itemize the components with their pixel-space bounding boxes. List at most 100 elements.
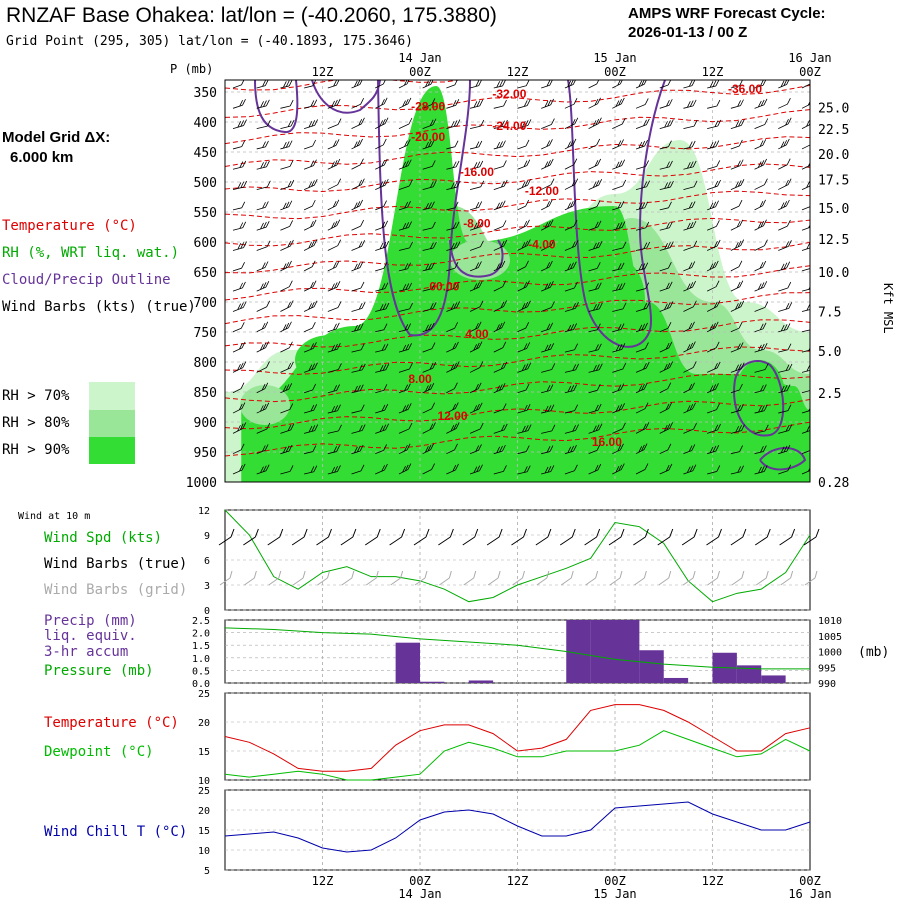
wind-barb — [256, 201, 269, 211]
wind-barb — [351, 343, 365, 353]
wind-barb — [730, 322, 743, 333]
wind-barb — [612, 443, 624, 455]
precip-bar — [395, 642, 420, 683]
wind-barb — [280, 361, 294, 373]
wind-barb — [730, 260, 743, 272]
wind-barb — [564, 240, 579, 251]
wind-barb — [517, 119, 532, 130]
legend-wind-barbs: Wind Barbs (kts) (true) — [2, 299, 196, 315]
wind-barb — [778, 261, 791, 272]
wind-barb — [683, 201, 696, 211]
wind-barb — [469, 201, 483, 211]
wind-barb — [256, 444, 269, 455]
wind-barb — [588, 97, 601, 109]
wind-barb — [635, 463, 649, 475]
time-date-label: 16 Jan — [788, 51, 831, 65]
wind-barb — [635, 160, 649, 170]
wind-barb — [612, 343, 626, 353]
wind-barb — [327, 363, 342, 373]
wind-barb-grid — [755, 570, 769, 586]
wind-barb — [730, 80, 743, 89]
wind-barb — [541, 342, 555, 353]
wind-barb — [422, 422, 436, 434]
wind-barb-grid — [219, 570, 233, 586]
wind-barb — [517, 404, 531, 414]
wind-barb — [256, 261, 269, 272]
wind-barb — [256, 180, 271, 190]
wind-barb — [446, 281, 460, 292]
rh90-label: RH > 90% — [2, 442, 70, 458]
wind-barb — [754, 322, 767, 333]
panel-y-tick: 10 — [198, 776, 210, 787]
wind-barb — [635, 118, 650, 130]
wind-barb — [541, 178, 555, 190]
grid-point-label: Grid Point (295, 305) lat/lon = (-40.189… — [6, 34, 413, 49]
wind-barb — [256, 402, 270, 414]
wind-barb-true — [316, 528, 332, 546]
pressure-tick-label: 700 — [194, 296, 217, 311]
wind-barb — [659, 80, 672, 89]
wind-barb — [706, 321, 719, 333]
wind-barb — [801, 83, 810, 89]
wind-barb — [683, 80, 696, 89]
wind-barb-grid — [487, 570, 501, 586]
rh70-swatch — [89, 382, 135, 410]
wind-barb — [422, 362, 437, 373]
rh80-swatch — [89, 410, 135, 437]
wind-barb — [232, 241, 247, 251]
pressure-tick-label: 450 — [194, 146, 217, 161]
wind-barb — [398, 323, 412, 333]
wind-barb — [303, 362, 318, 373]
wind-barb — [683, 464, 697, 475]
wind-barb — [683, 119, 698, 130]
wind-barb — [280, 300, 294, 312]
wind-barb — [232, 262, 245, 272]
pressure-tick-label: 900 — [194, 416, 217, 431]
pressure-axis: 350 400 450 500 550 600 650 700 750 800 850 900 950 1… — [186, 86, 217, 491]
wind-barb — [493, 80, 506, 89]
wind-barb — [730, 239, 745, 251]
wind-barb-grid — [536, 570, 550, 586]
wind-barb — [351, 444, 364, 455]
wind-barb — [446, 160, 460, 170]
panel-y-tick: 6 — [204, 556, 210, 567]
rh-blob — [735, 360, 785, 430]
model-grid-label: Model Grid ΔX: — [2, 129, 110, 146]
pressure-tick-label: 1010 — [818, 616, 842, 627]
precip-bar — [663, 677, 689, 683]
wind-barb — [707, 220, 720, 231]
rh90-swatch — [89, 437, 135, 464]
wind-barb — [754, 178, 768, 190]
wind-barb — [612, 262, 625, 272]
wind-barb — [422, 80, 434, 89]
legend-pressure: Pressure (mb) — [44, 663, 154, 679]
wind-barb — [351, 240, 366, 251]
wind-barb — [730, 119, 745, 130]
wind-barb — [327, 260, 340, 272]
wind-barb — [422, 180, 437, 190]
temperature-label: -12.00 — [525, 184, 559, 198]
wind-barb — [398, 139, 411, 150]
wind-barb — [588, 178, 603, 190]
wind-barb — [754, 424, 769, 434]
wind-barb — [446, 80, 458, 89]
wind-barb — [398, 117, 413, 129]
wind-barb — [659, 322, 672, 333]
wind-barb-grid — [707, 570, 720, 586]
wind-barb — [327, 199, 340, 211]
wind-barb — [469, 382, 482, 394]
wind-barb — [683, 321, 695, 333]
pressure-tick-label: 850 — [194, 386, 217, 401]
wind-barb — [612, 117, 626, 129]
wind-barb — [398, 282, 413, 292]
wind-barb — [422, 282, 436, 292]
wind-barb — [778, 219, 791, 231]
wind-barb — [683, 180, 698, 190]
time-hour-label: 00Z — [409, 65, 431, 79]
wind-barb — [564, 444, 577, 455]
wind-barb — [730, 219, 744, 231]
wind-barb — [280, 119, 295, 130]
time-hour-label: 00Z — [799, 874, 821, 888]
kft-tick-label: 0.28 — [818, 476, 849, 491]
wind-barb — [541, 158, 554, 170]
